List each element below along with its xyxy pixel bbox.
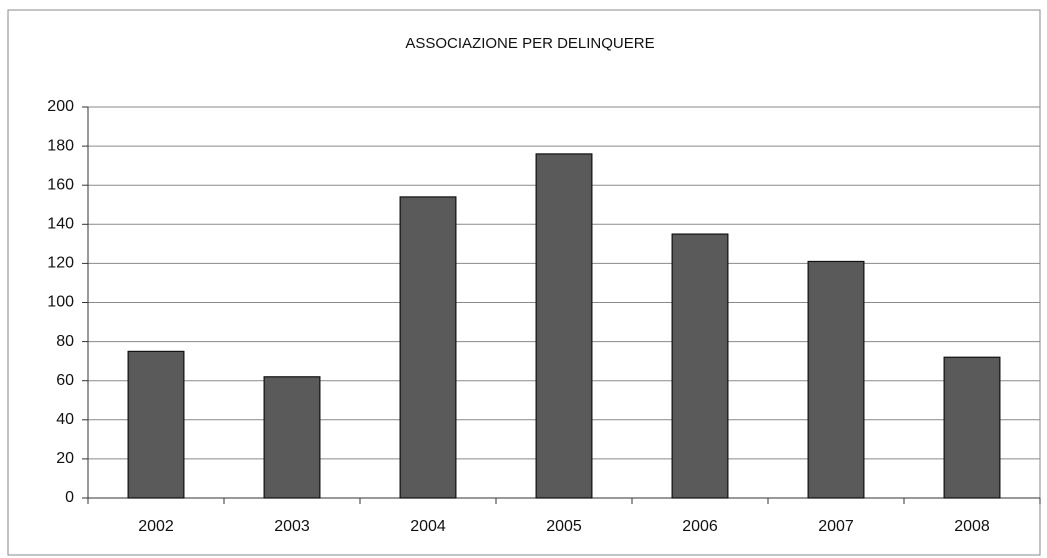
y-tick-label: 60 bbox=[56, 372, 74, 389]
chart-title: ASSOCIAZIONE PER DELINQUERE bbox=[405, 35, 654, 52]
x-tick-label: 2003 bbox=[274, 518, 310, 535]
x-tick-label: 2005 bbox=[546, 518, 582, 535]
x-tick-label: 2002 bbox=[138, 518, 174, 535]
y-tick-label: 200 bbox=[47, 98, 74, 115]
bar bbox=[399, 196, 457, 499]
bar bbox=[535, 153, 593, 499]
bar bbox=[807, 260, 865, 499]
x-tick-label: 2007 bbox=[818, 518, 854, 535]
x-tick-label: 2008 bbox=[954, 518, 990, 535]
bar bbox=[671, 233, 729, 499]
y-tick-label: 140 bbox=[47, 216, 74, 233]
y-tick-label: 100 bbox=[47, 294, 74, 311]
y-tick-label: 120 bbox=[47, 255, 74, 272]
bar bbox=[263, 376, 321, 499]
x-tick-label: 2004 bbox=[410, 518, 446, 535]
y-tick-label: 20 bbox=[56, 450, 74, 467]
y-tick-label: 180 bbox=[47, 137, 74, 154]
y-tick-label: 80 bbox=[56, 333, 74, 350]
bar bbox=[127, 350, 185, 499]
y-tick-label: 0 bbox=[65, 489, 74, 506]
y-tick-label: 160 bbox=[47, 176, 74, 193]
bar bbox=[943, 356, 1001, 499]
x-tick-label: 2006 bbox=[682, 518, 718, 535]
y-tick-label: 40 bbox=[56, 411, 74, 428]
